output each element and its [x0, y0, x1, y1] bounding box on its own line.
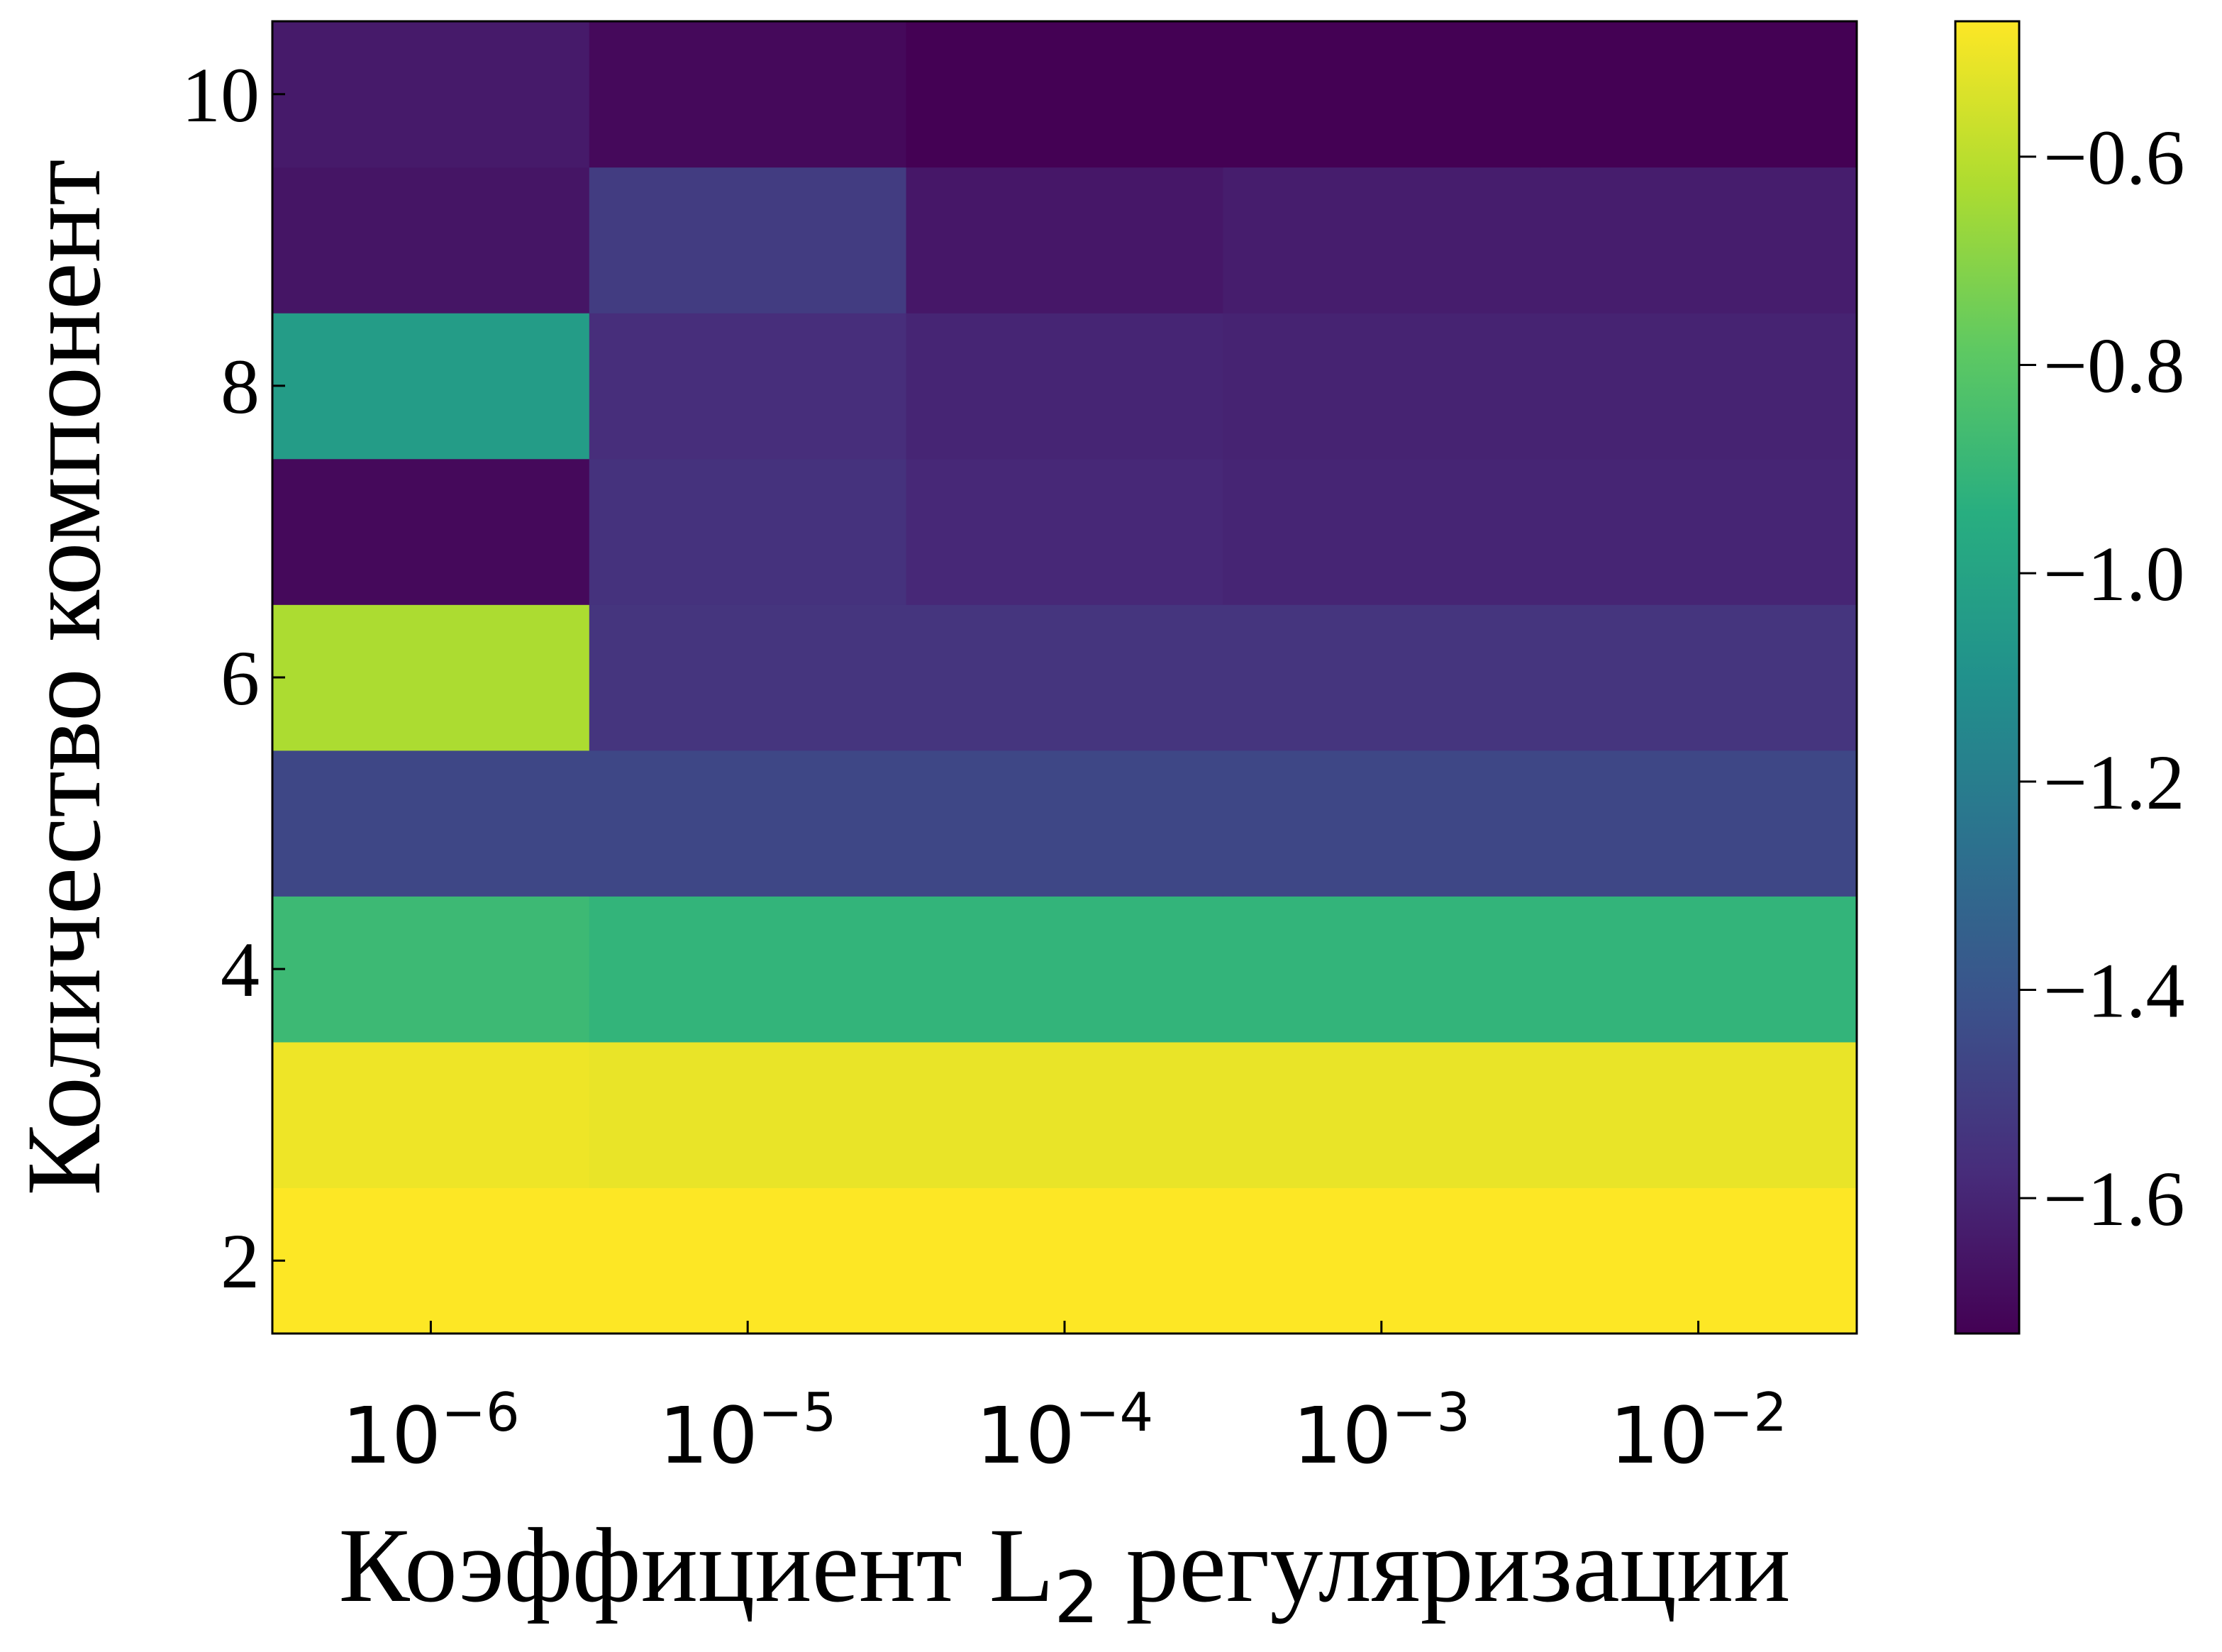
x-tick-label: 10−5	[659, 1381, 837, 1481]
y-tick-label: 2	[221, 1218, 260, 1304]
x-tick-label: 10−6	[342, 1381, 520, 1481]
heatmap-cell	[1223, 313, 1540, 460]
colorbar	[1954, 20, 2021, 1335]
x-axis-label-suffix: регуляризации	[1099, 1507, 1791, 1624]
colorbar-tick-label: −1.6	[2043, 1155, 2185, 1242]
heatmap-cell	[1540, 167, 1857, 314]
heatmap-cell	[589, 604, 907, 751]
x-tick-label-exponent: −5	[758, 1381, 837, 1443]
heatmap-cell	[906, 896, 1223, 1043]
heatmap-cell	[589, 458, 907, 605]
heatmap-cell	[272, 458, 590, 605]
x-tick-label-base: 10	[659, 1390, 758, 1481]
heatmap-cell	[272, 1041, 590, 1189]
x-tick-label-exponent: −6	[441, 1381, 520, 1443]
y-tick-label: 8	[221, 343, 260, 430]
x-tick-label-base: 10	[342, 1390, 441, 1481]
x-tick-label-exponent: −3	[1392, 1381, 1471, 1443]
heatmap-cell	[272, 1187, 590, 1334]
heatmap-cell	[1540, 1041, 1857, 1189]
heatmap-cell	[1540, 750, 1857, 897]
x-tick-label: 10−3	[1293, 1381, 1471, 1481]
heatmap-cell	[589, 750, 907, 897]
heatmap-cell	[272, 750, 590, 897]
colorbar-tick-label: −0.8	[2043, 323, 2185, 409]
heatmap-cell	[1223, 21, 1540, 168]
heatmap-cell	[906, 313, 1223, 460]
x-tick-label-base: 10	[976, 1390, 1075, 1481]
heatmap-cell	[589, 1187, 907, 1334]
colorbar-tick-label: −1.0	[2043, 531, 2185, 617]
heatmap-cell	[906, 167, 1223, 314]
heatmap-cell	[1223, 1041, 1540, 1189]
colorbar-ticks: −0.6 −0.8 −1.0 −1.2 −1.4 −1.6	[2019, 114, 2185, 1242]
y-axis-label: Количество компонент	[5, 159, 123, 1195]
y-tick-label: 10	[182, 52, 260, 138]
x-tick-label: 10−4	[976, 1381, 1154, 1481]
heatmap-cell	[272, 313, 590, 460]
y-axis: 2 4 6 8 10	[182, 52, 285, 1304]
x-tick-label-base: 10	[1293, 1390, 1392, 1481]
colorbar-tick-label: −1.4	[2043, 947, 2185, 1033]
colorbar-tick-label: −1.2	[2043, 739, 2185, 826]
x-axis-label: Коэффициент L2 регуляризации	[338, 1507, 1790, 1639]
heatmap-cell	[1223, 458, 1540, 605]
heatmap-cell	[1223, 167, 1540, 314]
x-axis: 10−6 10−5 10−4 10−3 10−2	[342, 1321, 1787, 1481]
heatmap-cell	[906, 604, 1223, 751]
x-tick-label-base: 10	[1609, 1390, 1709, 1481]
heatmap-cell	[906, 750, 1223, 897]
heatmap-cell	[1540, 1187, 1857, 1334]
heatmap-cell	[272, 896, 590, 1043]
heatmap-cell	[1540, 458, 1857, 605]
heatmap-cell	[272, 167, 590, 314]
heatmap-cell	[589, 1041, 907, 1189]
heatmap-cell	[589, 167, 907, 314]
heatmap-cell	[906, 1041, 1223, 1189]
heatmap-cell	[906, 21, 1223, 168]
colorbar-tick-label: −0.6	[2043, 114, 2185, 201]
heatmap-cell	[589, 313, 907, 460]
y-tick-label: 4	[221, 926, 260, 1013]
heatmap-cell	[1223, 604, 1540, 751]
heatmap-cell	[1540, 21, 1857, 168]
x-tick-label-exponent: −4	[1075, 1381, 1154, 1443]
heatmap-cell	[1540, 604, 1857, 751]
x-axis-label-prefix: Коэффициент L	[338, 1507, 1054, 1624]
heatmap-cell	[1223, 896, 1540, 1043]
y-tick-label: 6	[221, 635, 260, 721]
heatmap-cells	[272, 21, 1857, 1334]
heatmap-cell	[272, 604, 590, 751]
heatmap-cell	[1223, 750, 1540, 897]
x-tick-label: 10−2	[1609, 1381, 1787, 1481]
heatmap-cell	[589, 21, 907, 168]
heatmap-cell	[1223, 1187, 1540, 1334]
x-tick-label-exponent: −2	[1709, 1381, 1787, 1443]
heatmap-cell	[272, 21, 590, 168]
heatmap-cell	[1540, 313, 1857, 460]
heatmap-cell	[906, 1187, 1223, 1334]
x-axis-label-subscript: 2	[1054, 1556, 1099, 1639]
heatmap-cell	[1540, 896, 1857, 1043]
heatmap-cell	[906, 458, 1223, 605]
heatmap-cell	[589, 896, 907, 1043]
